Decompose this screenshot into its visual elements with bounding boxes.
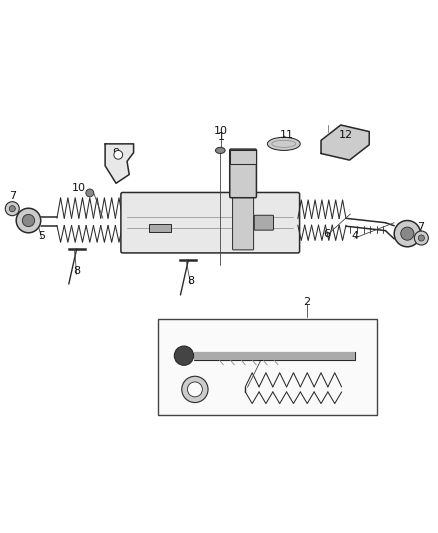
Bar — [158, 319, 377, 415]
Text: 7: 7 — [9, 191, 16, 201]
Text: 2: 2 — [303, 296, 310, 306]
Circle shape — [86, 189, 94, 197]
Circle shape — [22, 214, 35, 227]
Circle shape — [182, 376, 208, 402]
Circle shape — [401, 227, 414, 240]
Circle shape — [394, 221, 420, 247]
Text: 10: 10 — [214, 126, 228, 136]
Bar — [194, 352, 355, 360]
Bar — [149, 224, 171, 232]
Polygon shape — [105, 144, 134, 183]
Circle shape — [414, 231, 428, 245]
Text: 11: 11 — [280, 130, 294, 140]
Circle shape — [187, 382, 202, 397]
Text: 12: 12 — [339, 130, 353, 140]
Text: 8: 8 — [73, 266, 80, 276]
Ellipse shape — [267, 138, 300, 150]
Text: 3: 3 — [257, 353, 264, 364]
Circle shape — [174, 346, 194, 365]
FancyBboxPatch shape — [121, 192, 300, 253]
Text: 10: 10 — [71, 183, 85, 192]
Circle shape — [418, 235, 424, 241]
Text: 7: 7 — [417, 222, 424, 232]
Ellipse shape — [215, 147, 225, 154]
Text: 8: 8 — [187, 276, 194, 286]
Circle shape — [5, 201, 19, 216]
Text: 5: 5 — [38, 231, 45, 241]
FancyBboxPatch shape — [230, 149, 257, 198]
Polygon shape — [321, 125, 369, 160]
Circle shape — [9, 206, 15, 212]
Text: 9: 9 — [113, 149, 120, 158]
FancyBboxPatch shape — [233, 196, 254, 250]
Text: 4: 4 — [351, 231, 358, 241]
FancyBboxPatch shape — [254, 215, 273, 230]
Bar — [230, 150, 256, 164]
Text: 1: 1 — [218, 132, 225, 142]
Text: 6: 6 — [323, 229, 330, 239]
Circle shape — [114, 150, 123, 159]
Circle shape — [16, 208, 41, 233]
